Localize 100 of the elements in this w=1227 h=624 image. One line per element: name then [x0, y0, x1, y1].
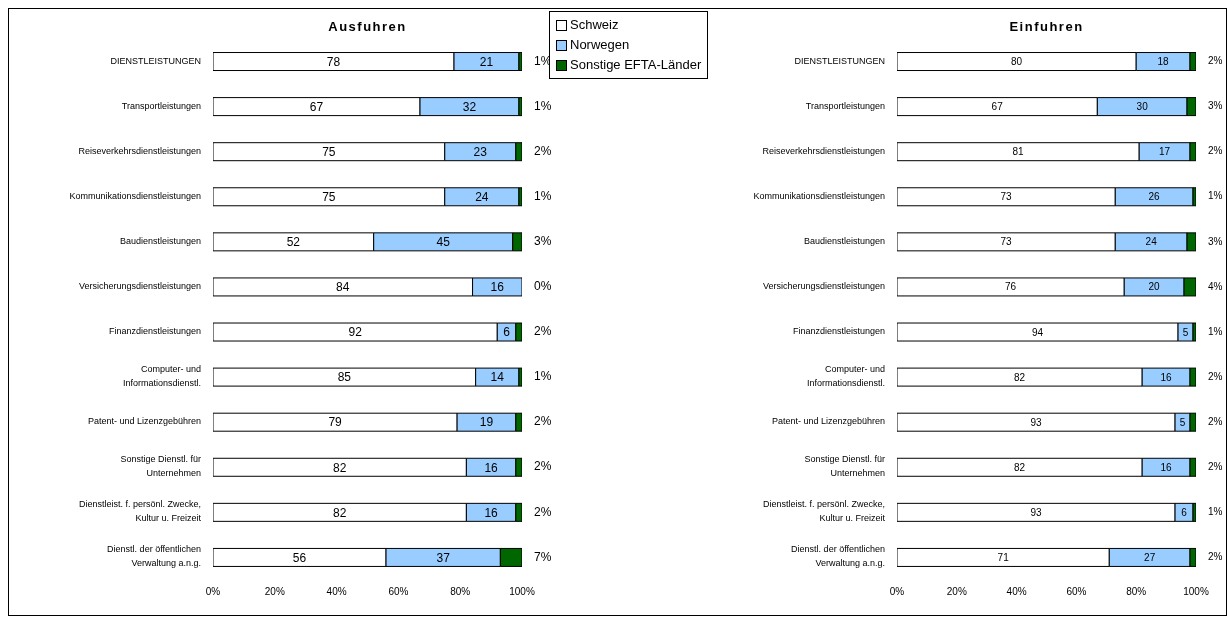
- data-label: 4%: [1208, 280, 1223, 292]
- y-tick-label: Versicherungsdienstleistungen: [78, 281, 201, 292]
- data-label: 16: [484, 505, 499, 520]
- data-label: 2%: [1208, 415, 1223, 427]
- data-label: 1%: [1208, 325, 1223, 337]
- data-label: 2%: [1208, 55, 1223, 67]
- y-tick-label: Sonstige Dienstl. für Unternehmen: [120, 454, 201, 479]
- y-tick-label: Dienstl. der öffentlichen Verwaltung a.n.g.: [107, 544, 201, 569]
- y-tick-label: Finanzdienstleistungen: [108, 326, 201, 337]
- legend-label: Norwegen: [570, 36, 630, 54]
- y-tick-label: DIENSTLEISTUNGEN: [794, 55, 885, 66]
- y-tick-label: Versicherungsdienstleistungen: [762, 281, 885, 292]
- data-label: 17: [1159, 146, 1171, 158]
- data-label: 5: [1179, 416, 1186, 428]
- data-label: 2%: [1208, 460, 1223, 472]
- x-tick-label: 20%: [264, 586, 285, 598]
- data-label: 93: [1030, 506, 1043, 518]
- data-label: 84: [336, 280, 350, 295]
- data-label: 1%: [534, 369, 552, 384]
- data-label: 1%: [534, 188, 552, 203]
- data-label: 1%: [1208, 506, 1223, 518]
- data-label: 82: [1014, 461, 1026, 473]
- data-label: 73: [1000, 236, 1013, 248]
- data-label: 2%: [534, 414, 552, 429]
- data-label: 1%: [1208, 190, 1223, 202]
- x-tick-label: 60%: [1066, 586, 1087, 598]
- y-tick-label: Computer- und Informationsdienstl.: [806, 364, 885, 389]
- data-label: 81: [1012, 146, 1025, 158]
- data-label: 21: [479, 54, 494, 69]
- data-label: 24: [1145, 236, 1158, 248]
- data-label: 76: [1005, 281, 1017, 293]
- chart-title: Ausfuhren: [327, 19, 408, 34]
- data-label: 75: [322, 190, 336, 205]
- data-label: 3%: [534, 234, 552, 249]
- data-label: 37: [436, 550, 451, 565]
- data-label: 2%: [534, 143, 552, 158]
- y-tick-label: Baudienstleistungen: [119, 236, 201, 247]
- data-label: 2%: [1208, 551, 1223, 563]
- y-tick-label: Transportleistungen: [805, 101, 885, 111]
- data-label: 0%: [534, 279, 552, 294]
- data-label: 2%: [534, 504, 552, 519]
- data-label: 92: [348, 325, 363, 340]
- data-label: 80: [1011, 56, 1023, 68]
- data-label: 3%: [1208, 100, 1223, 112]
- y-tick-label: Patent- und Lizenzgebühren: [771, 416, 885, 427]
- data-label: 23: [473, 144, 488, 159]
- data-label: 20: [1148, 281, 1161, 293]
- data-label: 1%: [534, 98, 552, 113]
- data-label: 16: [490, 280, 505, 295]
- data-label: 82: [1014, 371, 1026, 383]
- x-tick-label: 100%: [509, 586, 535, 598]
- chart-title: Einfuhren: [1008, 19, 1085, 34]
- data-label: 2%: [1208, 370, 1223, 382]
- data-label: 75: [322, 144, 336, 159]
- y-tick-label: Transportleistungen: [121, 101, 201, 111]
- y-tick-label: Kommunikationsdienstleistungen: [69, 191, 201, 202]
- data-label: 27: [1144, 551, 1156, 563]
- x-tick-label: 80%: [1126, 586, 1147, 598]
- y-tick-label: Sonstige Dienstl. für Unternehmen: [804, 454, 885, 479]
- x-tick-label: 80%: [450, 586, 471, 598]
- data-label: 16: [1160, 371, 1173, 383]
- data-label: 67: [309, 99, 324, 114]
- data-label: 19: [479, 415, 494, 430]
- data-label: 24: [475, 190, 489, 205]
- data-label: 79: [328, 415, 343, 430]
- data-label: 32: [462, 99, 477, 114]
- data-label: 94: [1031, 326, 1044, 338]
- y-tick-label: Kommunikationsdienstleistungen: [753, 191, 885, 202]
- data-label: 52: [286, 235, 301, 250]
- x-tick-label: 40%: [1006, 586, 1027, 598]
- data-label: 6: [1181, 506, 1188, 518]
- data-label: 2%: [534, 459, 552, 474]
- x-tick-label: 0%: [205, 586, 221, 598]
- y-tick-label: Reiseverkehrsdienstleistungen: [78, 146, 201, 157]
- data-label: 2%: [1208, 145, 1223, 157]
- data-label: 71: [997, 551, 1010, 563]
- y-tick-label: Patent- und Lizenzgebühren: [87, 416, 201, 427]
- data-label: 30: [1136, 101, 1149, 113]
- data-label: 82: [333, 505, 347, 520]
- data-label: 56: [292, 550, 307, 565]
- x-tick-label: 40%: [326, 586, 347, 598]
- data-label: 45: [436, 235, 451, 250]
- y-tick-label: DIENSTLEISTUNGEN: [110, 55, 201, 66]
- data-label: 93: [1030, 416, 1043, 428]
- y-tick-label: Finanzdienstleistungen: [792, 326, 885, 337]
- data-label: 73: [1000, 191, 1013, 203]
- data-label: 6: [503, 325, 511, 340]
- data-label: 67: [991, 101, 1004, 113]
- legend-label: Schweiz: [570, 16, 619, 34]
- x-tick-label: 60%: [388, 586, 409, 598]
- x-tick-label: 100%: [1183, 586, 1209, 598]
- data-label: 26: [1148, 191, 1161, 203]
- y-tick-label: Computer- und Informationsdienstl.: [122, 364, 201, 389]
- data-label: 16: [484, 460, 499, 475]
- y-tick-label: Dienstleist. f. persönl. Zwecke, Kultur u. Freizeit: [762, 499, 886, 524]
- data-label: 7%: [534, 549, 552, 564]
- legend-label: Sonstige EFTA-Länder: [570, 56, 702, 74]
- y-tick-label: Dienstleist. f. persönl. Zwecke, Kultur u. Freizeit: [78, 499, 202, 524]
- y-tick-label: Dienstl. der öffentlichen Verwaltung a.n.g.: [791, 544, 885, 569]
- data-label: 82: [333, 460, 347, 475]
